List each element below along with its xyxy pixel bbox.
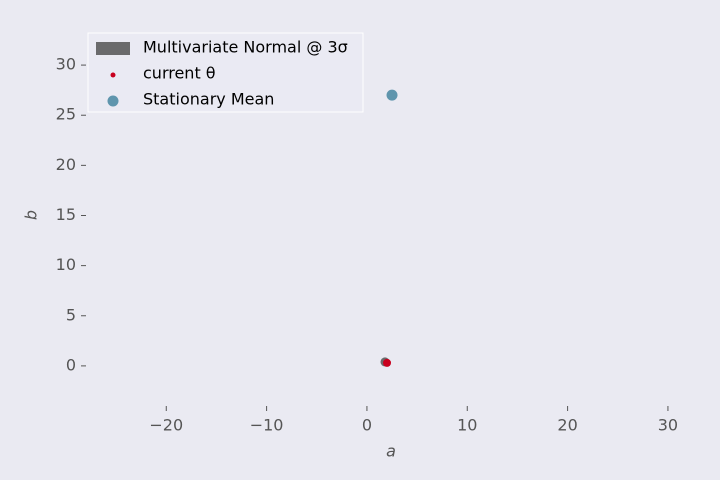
y-tick-label: 20 [56, 155, 76, 174]
legend-swatch [110, 72, 116, 78]
y-tick-label: 10 [56, 255, 76, 274]
x-axis-label: a [386, 442, 396, 461]
point [386, 89, 398, 101]
x-tick-label: 10 [457, 416, 477, 435]
legend-box [87, 32, 364, 113]
x-tick-label: 30 [658, 416, 678, 435]
y-tick-label: 25 [56, 105, 76, 124]
x-tick-label: −20 [149, 416, 183, 435]
x-tick-label: 0 [362, 416, 372, 435]
y-tick-label: 30 [56, 55, 76, 74]
legend-label: Multivariate Normal @ 3σ [143, 38, 348, 57]
y-tick-label: 0 [66, 355, 76, 374]
y-tick-label: 5 [66, 305, 76, 324]
legend-label: Stationary Mean [143, 90, 274, 109]
x-tick-label: −10 [250, 416, 284, 435]
legend-swatch [96, 42, 130, 55]
y-axis-label: b [22, 210, 41, 220]
legend-label: current θ [143, 64, 216, 83]
x-tick-label: 20 [557, 416, 577, 435]
legend: Multivariate Normal @ 3σ current θ Station… [87, 32, 364, 113]
point [383, 358, 391, 367]
legend-swatch [107, 95, 119, 107]
y-tick-label: 15 [56, 205, 76, 224]
